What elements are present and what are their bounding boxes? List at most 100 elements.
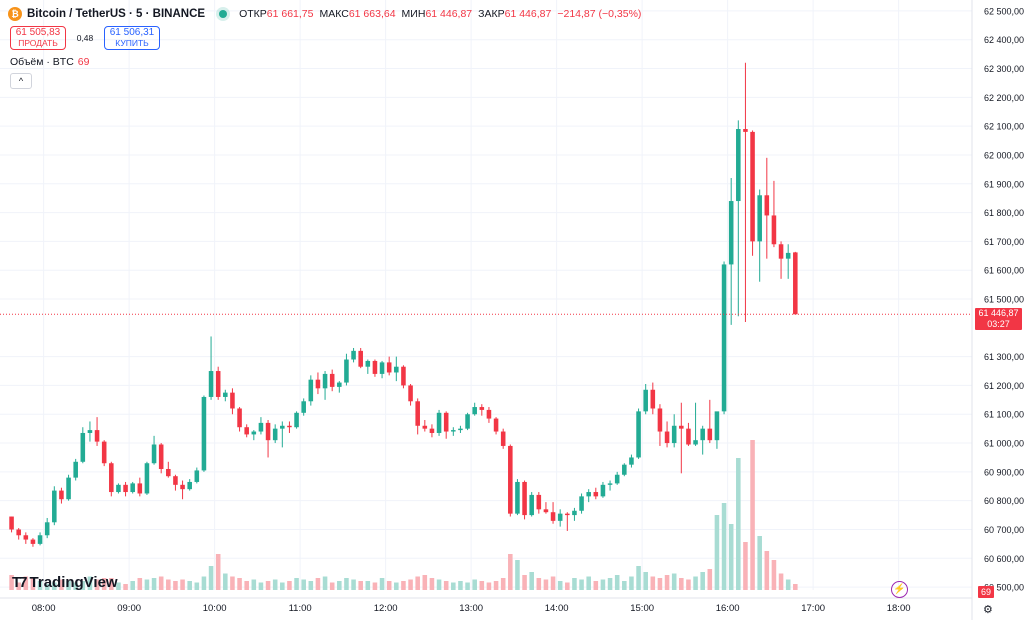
candle-body — [458, 428, 463, 431]
candle-body — [550, 512, 556, 521]
candle-body — [101, 441, 107, 464]
chevron-up-icon: ^ — [18, 76, 24, 86]
candle-body — [764, 195, 770, 216]
volume-bar — [94, 579, 100, 590]
last-price-tag: 61 446,87 03:27 — [975, 308, 1022, 331]
volume-bar — [372, 582, 378, 590]
candle-body — [386, 362, 392, 373]
candle-body — [52, 490, 57, 523]
time-axis-label: 17:00 — [801, 603, 825, 614]
volume-bar — [643, 572, 648, 590]
volume-bar — [557, 581, 563, 590]
candle-body — [158, 444, 164, 469]
volume-bar — [52, 582, 57, 590]
candle-body — [686, 428, 691, 445]
collapse-legend-button[interactable]: ^ — [10, 73, 32, 89]
volume-bar — [344, 578, 349, 590]
candle-body — [151, 444, 157, 464]
volume-bar — [109, 578, 114, 590]
volume-bar — [700, 572, 705, 590]
candle-body — [443, 412, 449, 432]
volume-bar — [515, 560, 520, 590]
candle-body — [44, 522, 50, 536]
candle-body — [201, 396, 207, 471]
time-axis-label: 16:00 — [716, 603, 740, 614]
price-axis-label: 62 500,00 — [984, 6, 1024, 16]
symbol-title[interactable]: Bitcoin / TetherUS · 5 · BINANCE — [27, 8, 206, 20]
volume-bar — [422, 575, 428, 590]
low-label: МИН — [401, 8, 426, 20]
price-axis-label: 61 900,00 — [984, 179, 1024, 189]
volume-bar — [522, 575, 527, 590]
candle-body — [664, 431, 670, 444]
volume-bar — [215, 554, 221, 590]
volume-bar — [73, 582, 78, 590]
price-axis-label: 60 800,00 — [984, 496, 1024, 506]
open-label: ОТКР — [239, 8, 267, 20]
volume-bar — [714, 515, 720, 590]
time-axis-label: 14:00 — [545, 603, 569, 614]
time-axis-label: 12:00 — [374, 603, 398, 614]
candle-body — [785, 252, 791, 259]
candle-body — [728, 201, 734, 265]
tradingview-mark-icon: T7 — [12, 574, 27, 591]
volume-bar — [743, 542, 748, 590]
time-axis-label: 10:00 — [203, 603, 227, 614]
volume-bar — [30, 578, 36, 590]
volume-bar — [287, 581, 292, 590]
price-axis-label: 61 100,00 — [984, 410, 1024, 420]
candle-body — [643, 389, 648, 412]
price-axis-label: 61 600,00 — [984, 266, 1024, 276]
volume-bar — [258, 582, 264, 590]
price-axis-label: 62 400,00 — [984, 35, 1024, 45]
volume-bar — [771, 560, 777, 590]
volume-bar — [166, 579, 171, 590]
lightning-icon[interactable]: ⚡ — [891, 581, 908, 598]
candle-body — [600, 484, 606, 497]
volume-bar — [280, 582, 285, 590]
sell-button[interactable]: 61 505,83 ПРОДАТЬ — [10, 26, 66, 50]
candle-body — [693, 440, 698, 445]
volume-bar — [679, 578, 684, 590]
gear-icon[interactable]: ⚙ — [983, 604, 993, 616]
candle-body — [365, 360, 371, 367]
price-axis-label: 62 000,00 — [984, 150, 1024, 160]
candle-body — [486, 409, 492, 419]
volume-bar — [265, 581, 271, 590]
tradingview-name: TradingView — [29, 574, 118, 591]
candle-body — [379, 362, 385, 374]
time-axis-label: 09:00 — [117, 603, 141, 614]
volume-bar — [101, 578, 107, 590]
candle-body — [679, 425, 684, 429]
volume-bar — [194, 582, 200, 590]
volume-bar — [201, 576, 207, 590]
volume-bar — [401, 581, 406, 590]
volume-bar — [66, 581, 71, 590]
candle-body — [208, 371, 214, 397]
volume-bar — [80, 581, 86, 590]
candle-body — [94, 430, 100, 442]
volume-bar — [443, 581, 449, 590]
market-open-dot-icon — [219, 10, 228, 18]
volume-bar — [415, 576, 420, 590]
price-axis-label: 60 700,00 — [984, 525, 1024, 535]
candle-body — [714, 411, 720, 441]
volume-bar — [379, 578, 385, 590]
volume-bar — [586, 576, 591, 590]
close-label: ЗАКР — [478, 8, 505, 20]
candle-body — [80, 432, 86, 462]
tradingview-logo[interactable]: T7 TradingView — [12, 574, 118, 591]
volume-bar — [750, 440, 755, 590]
buy-button[interactable]: 61 506,31 КУПИТЬ — [104, 26, 160, 50]
candle-body — [451, 430, 456, 432]
price-axis-label: 62 300,00 — [984, 64, 1024, 74]
volume-bar — [237, 578, 242, 590]
volume-bar — [579, 579, 584, 590]
volume-bar — [543, 579, 549, 590]
candle-body — [294, 412, 299, 428]
candle-body — [337, 382, 342, 387]
time-axis-label: 08:00 — [32, 603, 56, 614]
volume-bar — [536, 578, 542, 590]
volume-bar — [508, 554, 513, 590]
